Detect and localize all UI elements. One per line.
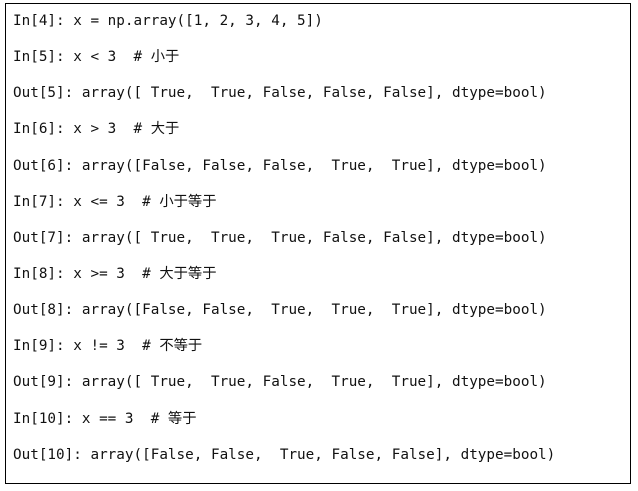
code-line-out-8: Out[8]: array([False, False, True, True,… bbox=[13, 302, 547, 319]
code-line-out-10: Out[10]: array([False, False, True, Fals… bbox=[13, 446, 556, 463]
code-line-in-5: In[5]: x < 3 # 小于 bbox=[13, 49, 180, 66]
code-line-out-9: Out[9]: array([ True, True, False, True,… bbox=[13, 374, 547, 391]
code-line-out-7: Out[7]: array([ True, True, True, False,… bbox=[13, 229, 547, 246]
code-line-in-8: In[8]: x >= 3 # 大于等于 bbox=[13, 265, 217, 282]
code-block-frame: In[4]: x = np.array([1, 2, 3, 4, 5]) In[… bbox=[5, 3, 631, 484]
code-line-in-9: In[9]: x != 3 # 不等于 bbox=[13, 338, 203, 355]
code-line-in-6: In[6]: x > 3 # 大于 bbox=[13, 121, 180, 138]
code-line-in-10: In[10]: x == 3 # 等于 bbox=[13, 410, 197, 427]
code-lines: In[4]: x = np.array([1, 2, 3, 4, 5]) In[… bbox=[13, 11, 626, 481]
code-line-out-5: Out[5]: array([ True, True, False, False… bbox=[13, 85, 547, 102]
code-line-in-4: In[4]: x = np.array([1, 2, 3, 4, 5]) bbox=[13, 13, 323, 29]
code-line-out-6: Out[6]: array([False, False, False, True… bbox=[13, 157, 547, 174]
code-line-in-7: In[7]: x <= 3 # 小于等于 bbox=[13, 193, 217, 210]
